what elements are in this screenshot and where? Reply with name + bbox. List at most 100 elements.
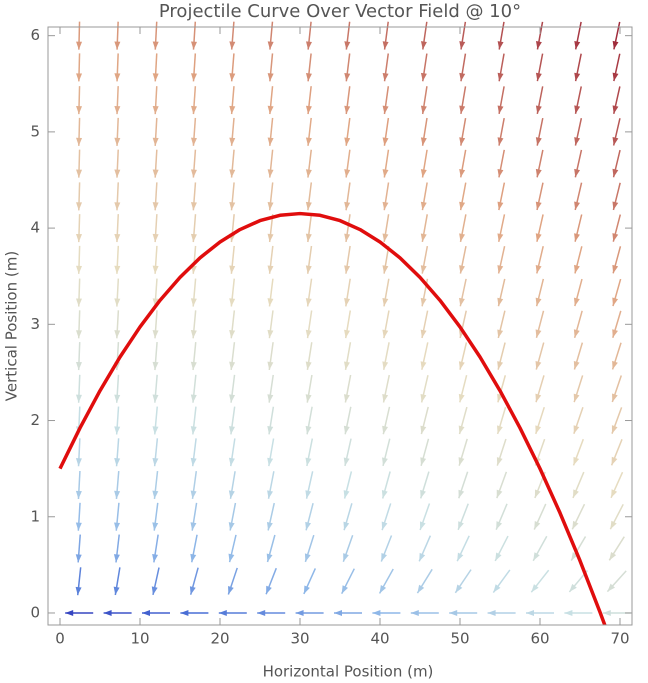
arrow — [266, 502, 275, 531]
arrow-head — [229, 426, 235, 435]
arrow — [574, 53, 582, 82]
arrow — [190, 149, 197, 178]
y-tick-label: 2 — [30, 411, 40, 429]
arrow-head — [267, 425, 274, 435]
arrow — [334, 609, 362, 616]
arrow-head — [612, 168, 619, 178]
arrow — [229, 310, 236, 339]
arrow — [573, 278, 583, 307]
arrow-head — [343, 521, 350, 531]
arrow-head — [535, 137, 542, 146]
arrow-head — [420, 361, 427, 370]
arrow-head — [152, 73, 159, 82]
arrow-head — [190, 137, 197, 146]
arrow-head — [612, 297, 619, 307]
arrow-head — [382, 361, 389, 370]
arrow-head — [228, 585, 234, 595]
arrow — [458, 342, 468, 370]
arrow-head — [611, 489, 618, 498]
arrow — [382, 182, 390, 211]
chart-title: Projectile Curve Over Vector Field @ 10° — [159, 1, 521, 22]
arrow-head — [410, 609, 419, 616]
arrow-head — [229, 265, 236, 274]
arrow — [152, 342, 159, 371]
arrow-head — [190, 233, 197, 243]
arrow — [381, 503, 392, 531]
arrow-head — [305, 73, 312, 82]
arrow — [190, 342, 197, 371]
arrow-head — [573, 456, 580, 466]
arrow-head — [382, 425, 388, 435]
arrow — [305, 117, 312, 146]
arrow-head — [611, 425, 618, 434]
arrow-head — [343, 553, 349, 562]
arrow-head — [76, 137, 83, 146]
arrow-head — [76, 202, 83, 211]
arrow-head — [334, 609, 342, 616]
arrow — [535, 214, 544, 242]
y-tick-label: 6 — [30, 26, 40, 44]
arrow-head — [343, 490, 350, 499]
arrow-head — [420, 425, 427, 435]
arrow — [114, 149, 121, 178]
arrow-head — [612, 264, 619, 274]
arrow-head — [75, 522, 82, 531]
arrow — [218, 609, 247, 616]
arrow-head — [344, 105, 351, 115]
arrow — [574, 182, 583, 211]
arrow — [76, 21, 83, 50]
arrow-head — [535, 361, 542, 370]
arrow — [229, 374, 236, 403]
arrow-head — [344, 233, 351, 242]
arrow — [344, 21, 351, 50]
arrow — [382, 149, 390, 178]
arrow-head — [305, 521, 312, 531]
arrow-head — [533, 552, 540, 561]
arrow-head — [65, 609, 74, 616]
arrow-head — [267, 298, 274, 307]
arrow-head — [152, 137, 159, 146]
arrow — [190, 117, 197, 146]
arrow — [459, 21, 467, 50]
arrow-head — [114, 233, 121, 243]
arrow — [574, 246, 583, 274]
arrow — [497, 310, 506, 339]
arrow-head — [458, 393, 465, 403]
arrow — [378, 568, 394, 594]
arrow-head — [344, 329, 350, 339]
arrow-head — [457, 552, 464, 562]
arrow-head — [190, 426, 197, 435]
arrow-head — [267, 169, 274, 178]
arrow-head — [343, 394, 350, 403]
arrow — [382, 21, 389, 50]
arrow-head — [573, 425, 580, 434]
arrow-head — [496, 521, 503, 530]
arrow — [535, 149, 544, 178]
arrow — [152, 310, 159, 339]
arrow-head — [266, 553, 273, 563]
arrow — [152, 471, 159, 500]
arrow — [535, 310, 545, 339]
arrow — [152, 86, 159, 115]
arrow — [612, 246, 622, 274]
arrow-head — [114, 458, 121, 467]
arrow — [535, 21, 544, 50]
arrow — [343, 471, 353, 499]
arrow-head — [76, 265, 83, 274]
arrow — [535, 246, 544, 274]
arrow — [343, 374, 352, 403]
x-tick-label: 30 — [290, 630, 309, 648]
arrow-head — [573, 360, 580, 370]
arrow-head — [114, 265, 121, 274]
arrow — [152, 214, 159, 243]
arrow — [190, 86, 197, 115]
arrow-head — [190, 457, 197, 467]
arrow-head — [459, 201, 466, 211]
x-tick-label: 0 — [55, 630, 65, 648]
arrow — [420, 117, 428, 146]
arrow-head — [152, 298, 159, 307]
arrow-head — [459, 297, 465, 307]
arrow — [114, 374, 121, 403]
arrow — [191, 53, 197, 82]
arrow — [228, 502, 237, 531]
